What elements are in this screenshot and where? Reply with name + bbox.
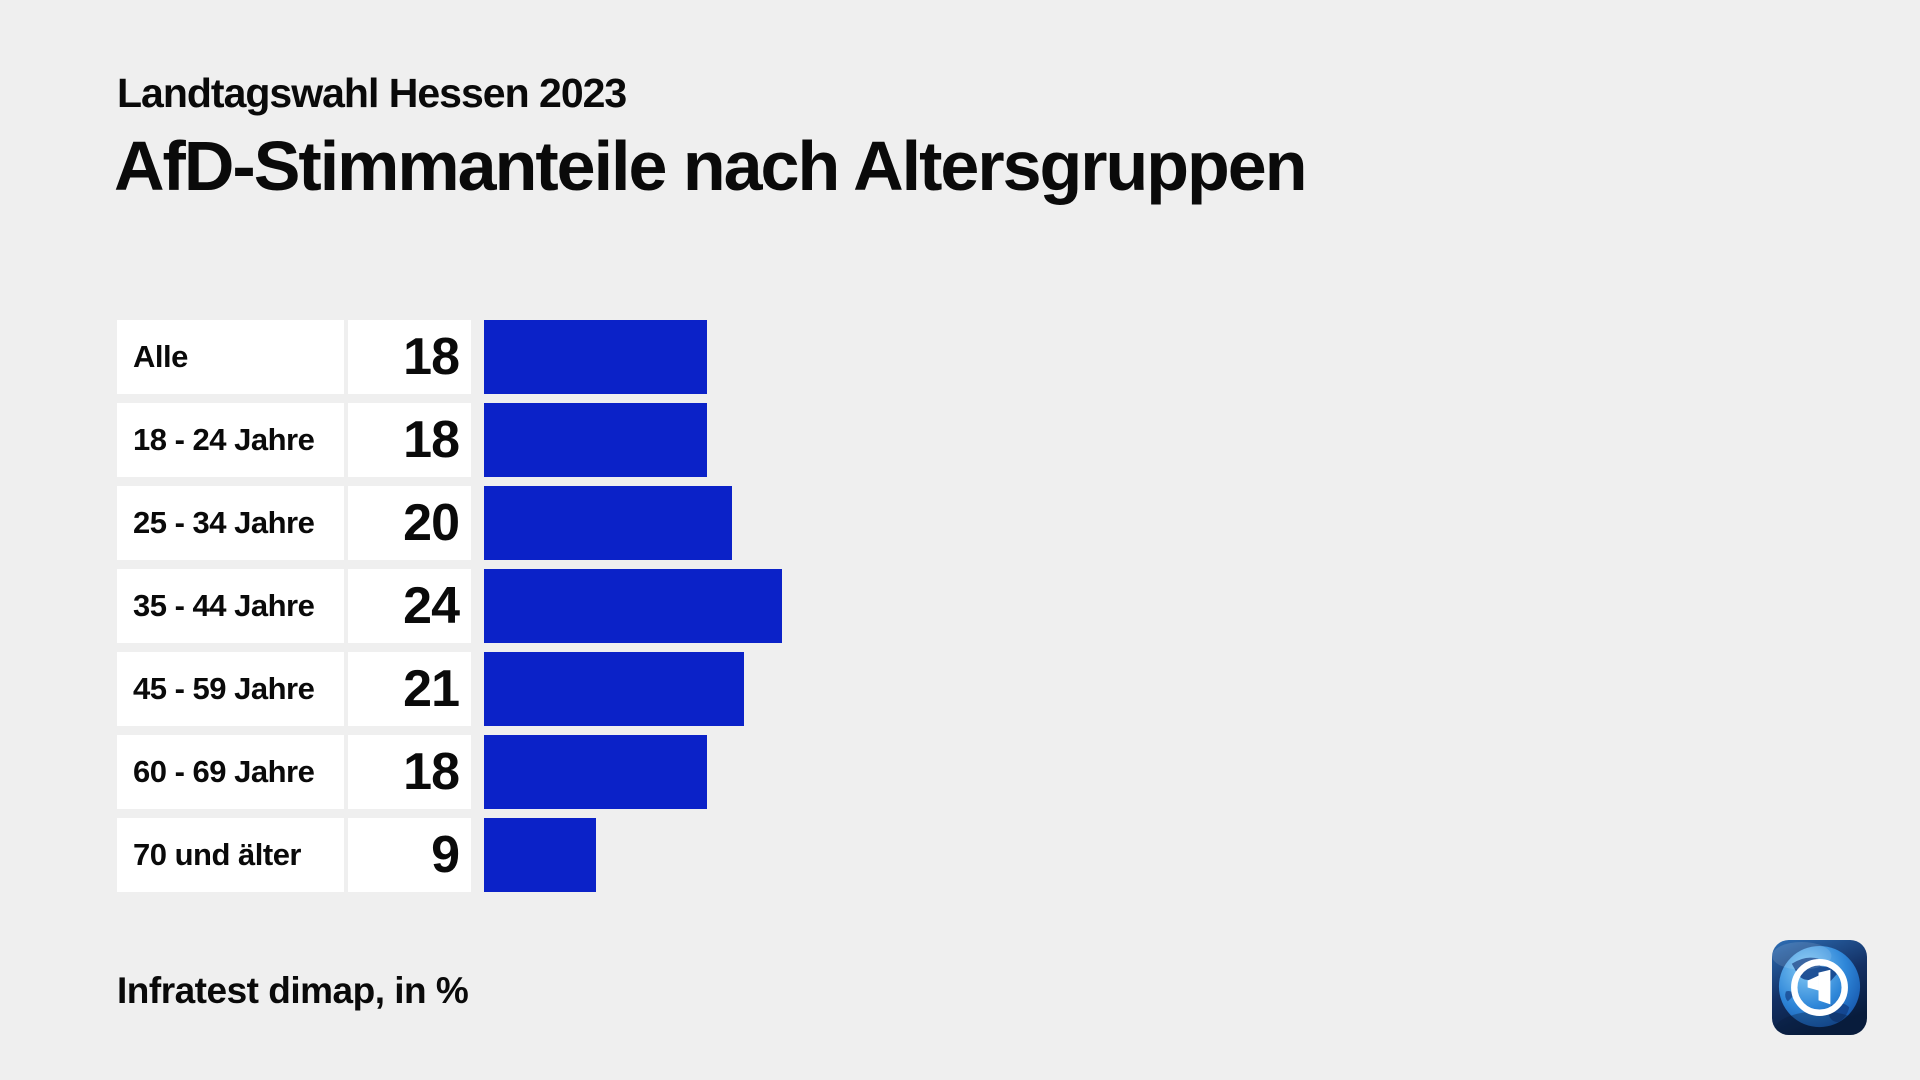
category-label-box: Alle xyxy=(117,320,344,394)
value-box: 9 xyxy=(348,818,471,892)
value-label: 20 xyxy=(403,494,460,552)
chart-title: AfD-Stimmanteile nach Altersgruppen xyxy=(114,127,1307,205)
category-label: 18 - 24 Jahre xyxy=(133,422,315,457)
bar xyxy=(484,569,782,643)
chart-row: 45 - 59 Jahre 21 xyxy=(117,652,782,726)
chart-row: 70 und älter 9 xyxy=(117,818,782,892)
category-label: 60 - 69 Jahre xyxy=(133,754,315,789)
bar xyxy=(484,403,708,477)
category-label: 45 - 59 Jahre xyxy=(133,671,315,706)
value-box: 18 xyxy=(348,320,471,394)
category-label: 70 und älter xyxy=(133,837,302,872)
category-label-box: 18 - 24 Jahre xyxy=(117,403,344,477)
chart-row: 35 - 44 Jahre 24 xyxy=(117,569,782,643)
bar xyxy=(484,486,732,560)
value-box: 18 xyxy=(348,403,471,477)
chart-row: 18 - 24 Jahre 18 xyxy=(117,403,782,477)
value-box: 24 xyxy=(348,569,471,643)
bar xyxy=(484,818,596,892)
category-label-box: 60 - 69 Jahre xyxy=(117,735,344,809)
bar xyxy=(484,320,708,394)
value-box: 21 xyxy=(348,652,471,726)
source-note: Infratest dimap, in % xyxy=(117,970,469,1011)
chart-row: 25 - 34 Jahre 20 xyxy=(117,486,782,560)
category-label: 35 - 44 Jahre xyxy=(133,588,315,623)
category-label: Alle xyxy=(133,339,188,374)
chart-row: Alle 18 xyxy=(117,320,782,394)
ard-tagesschau-globe-logo xyxy=(1772,940,1867,1035)
chart-subtitle: Landtagswahl Hessen 2023 xyxy=(117,70,627,116)
value-label: 18 xyxy=(403,328,460,386)
category-label-box: 45 - 59 Jahre xyxy=(117,652,344,726)
category-label-box: 70 und älter xyxy=(117,818,344,892)
bar xyxy=(484,652,745,726)
value-label: 18 xyxy=(403,411,460,469)
bar-chart: Alle 18 18 - 24 Jahre 18 25 - 34 Jahre 20 35 -… xyxy=(117,320,782,892)
value-label: 18 xyxy=(403,743,460,801)
value-box: 18 xyxy=(348,735,471,809)
bar xyxy=(484,735,708,809)
value-label: 21 xyxy=(403,660,460,718)
chart-row: 60 - 69 Jahre 18 xyxy=(117,735,782,809)
category-label-box: 35 - 44 Jahre xyxy=(117,569,344,643)
category-label: 25 - 34 Jahre xyxy=(133,505,315,540)
category-label-box: 25 - 34 Jahre xyxy=(117,486,344,560)
value-label: 24 xyxy=(403,577,460,635)
value-box: 20 xyxy=(348,486,471,560)
value-label: 9 xyxy=(431,826,460,884)
